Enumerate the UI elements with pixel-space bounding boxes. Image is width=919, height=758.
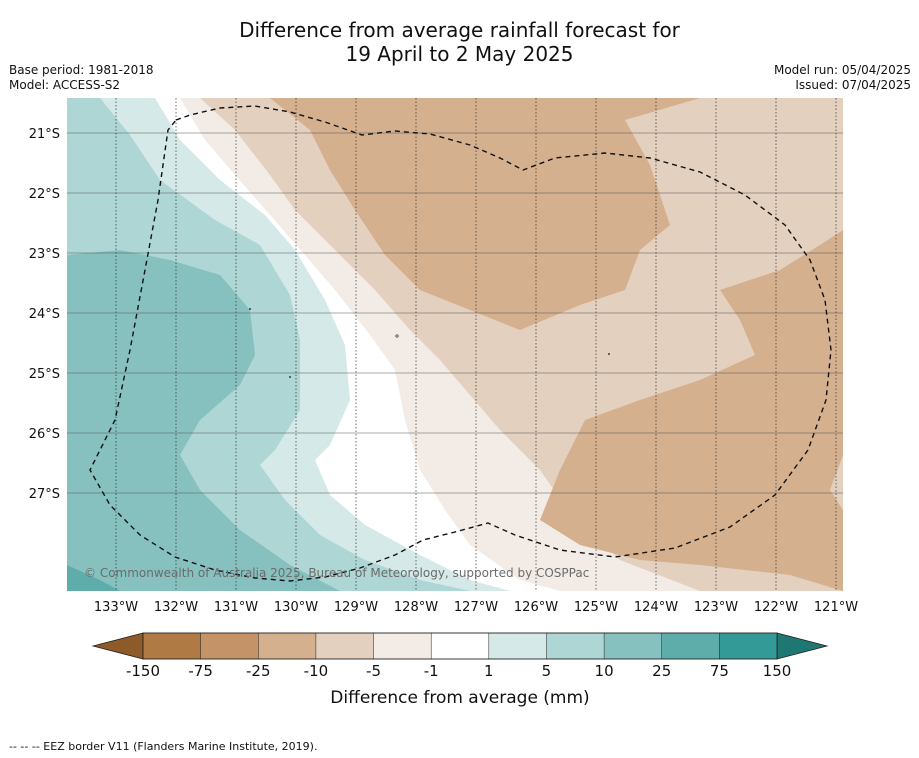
island-dot (289, 376, 291, 378)
colorbar-cell (488, 632, 548, 660)
longitude-labels: 133°W 132°W 131°W 130°W 129°W 128°W 127°… (94, 600, 858, 615)
band-light-patch (830, 455, 843, 510)
colorbar-left-arrow (91, 632, 144, 660)
colorbar-tick-label: 5 (542, 662, 552, 680)
latitude-lines (67, 132, 843, 494)
lon-label: 126°W (514, 600, 558, 615)
lon-label: 127°W (454, 600, 498, 615)
map-field (67, 98, 843, 591)
title-line-1: Difference from average rainfall forecas… (239, 18, 680, 42)
colorbar-cell (315, 632, 375, 660)
island-dot (249, 308, 251, 310)
lat-label: 21°S (29, 127, 60, 142)
base-period: Base period: 1981-2018 (9, 63, 154, 77)
lon-label: 121°W (814, 600, 858, 615)
colorbar-tick-label: -5 (366, 662, 381, 680)
colorbar-cell (603, 632, 663, 660)
longitude-lines (115, 98, 837, 591)
lon-label: 131°W (214, 600, 258, 615)
eez-border (89, 105, 832, 582)
band-plus10-plus25 (67, 250, 340, 591)
lon-label: 129°W (334, 600, 378, 615)
colorbar-label: Difference from average (mm) (330, 688, 589, 708)
colorbar-tick-label: -10 (304, 662, 329, 680)
colorbar-tick-label: 1 (484, 662, 494, 680)
meta-right: Model run: 05/04/2025 Issued: 07/04/2025 (774, 63, 911, 93)
lat-label: 25°S (29, 367, 60, 382)
lon-label: 123°W (694, 600, 738, 615)
colorbar-cell (373, 632, 432, 660)
map-title: Difference from average rainfall forecas… (0, 18, 919, 66)
colorbar-right-arrow (776, 632, 829, 660)
colorbar-tick-label: -25 (246, 662, 271, 680)
colorbar: -150 -75 -25 -10 -5 -1 1 5 10 25 75 150 Difference … (91, 632, 829, 708)
lon-label: 124°W (634, 600, 678, 615)
lon-label: 128°W (394, 600, 438, 615)
colorbar-tick-label: 75 (710, 662, 729, 680)
colorbar-tick-label: -150 (126, 662, 160, 680)
colorbar-cell (719, 632, 778, 660)
lon-label: 122°W (754, 600, 798, 615)
colorbar-tick-label: 25 (652, 662, 671, 680)
colorbar-cell (546, 632, 605, 660)
eez-legend-note: -- -- -- EEZ border V11 (Flanders Marine… (9, 740, 318, 753)
colorbar-cell (200, 632, 259, 660)
lon-label: 130°W (274, 600, 318, 615)
colorbar-cell (258, 632, 317, 660)
title-line-2: 19 April to 2 May 2025 (345, 42, 574, 66)
lat-label: 23°S (29, 247, 60, 262)
colorbar-tick-label: 10 (595, 662, 614, 680)
lat-label: 22°S (29, 187, 60, 202)
lat-label: 27°S (29, 487, 60, 502)
model-run: Model run: 05/04/2025 (773, 63, 911, 77)
lon-label: 133°W (94, 600, 138, 615)
meta-left: Base period: 1981-2018 Model: ACCESS-S2 (9, 63, 154, 93)
colorbar-tick-label: -75 (188, 662, 213, 680)
band-minus25-minus10-north (270, 98, 700, 330)
colorbar-tick-label: 150 (763, 662, 792, 680)
model-name: Model: ACCESS-S2 (9, 78, 121, 92)
copyright-text: © Commonwealth of Australia 2025, Bureau… (84, 566, 589, 580)
lat-label: 26°S (29, 427, 60, 442)
colorbar-cell (430, 632, 490, 660)
lon-label: 132°W (154, 600, 198, 615)
band-plus25-plus75 (67, 565, 120, 591)
colorbar-outline (142, 632, 778, 660)
colorbar-tick-label: -1 (424, 662, 439, 680)
island-dot (608, 353, 610, 355)
issued-date: Issued: 07/04/2025 (795, 78, 911, 92)
colorbar-cell (661, 632, 720, 660)
colorbar-cell (142, 632, 202, 660)
lon-label: 125°W (574, 600, 618, 615)
lat-label: 24°S (29, 307, 60, 322)
island-dot (395, 334, 399, 338)
latitude-labels: 21°S 22°S 23°S 24°S 25°S 26°S 27°S (29, 127, 60, 502)
